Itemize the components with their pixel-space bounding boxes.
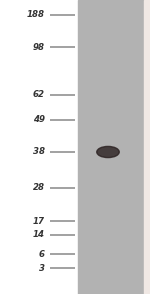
Bar (78, 0, 144, 294)
Text: 38: 38 (33, 148, 45, 156)
Text: 49: 49 (33, 116, 45, 124)
Ellipse shape (97, 146, 119, 158)
Text: 3: 3 (39, 264, 45, 273)
Text: 17: 17 (33, 217, 45, 225)
Text: 62: 62 (33, 91, 45, 99)
Bar (144, 0, 150, 294)
Text: 188: 188 (27, 11, 45, 19)
Text: 6: 6 (39, 250, 45, 258)
Text: 14: 14 (33, 230, 45, 239)
Text: 98: 98 (33, 43, 45, 51)
Text: 28: 28 (33, 183, 45, 192)
